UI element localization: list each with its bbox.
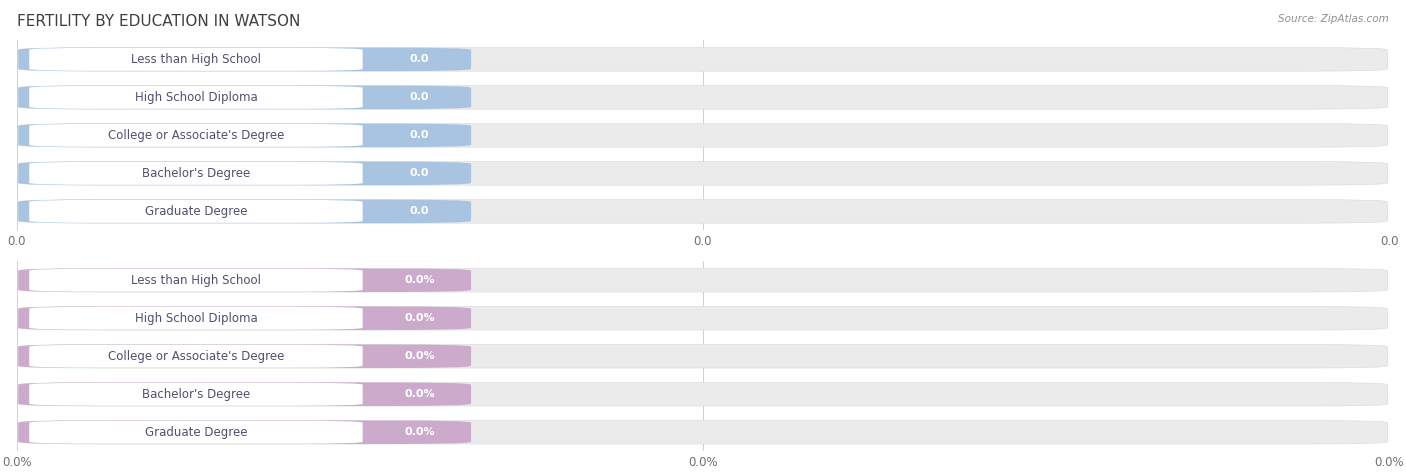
FancyBboxPatch shape <box>18 382 471 406</box>
FancyBboxPatch shape <box>18 306 471 330</box>
FancyBboxPatch shape <box>18 420 471 444</box>
FancyBboxPatch shape <box>18 162 471 185</box>
FancyBboxPatch shape <box>18 86 1388 109</box>
FancyBboxPatch shape <box>18 420 1388 444</box>
Text: College or Associate's Degree: College or Associate's Degree <box>108 129 284 142</box>
FancyBboxPatch shape <box>30 200 363 223</box>
FancyBboxPatch shape <box>18 344 1388 368</box>
Text: High School Diploma: High School Diploma <box>135 312 257 325</box>
Text: 0.0: 0.0 <box>411 54 429 65</box>
Text: 0.0: 0.0 <box>1379 235 1399 248</box>
FancyBboxPatch shape <box>18 48 471 71</box>
Text: Source: ZipAtlas.com: Source: ZipAtlas.com <box>1278 14 1389 24</box>
FancyBboxPatch shape <box>18 200 471 223</box>
FancyBboxPatch shape <box>30 421 363 444</box>
FancyBboxPatch shape <box>30 86 363 109</box>
FancyBboxPatch shape <box>18 86 471 109</box>
FancyBboxPatch shape <box>30 345 363 368</box>
Text: 0.0%: 0.0% <box>405 427 434 437</box>
FancyBboxPatch shape <box>18 268 1388 292</box>
FancyBboxPatch shape <box>30 162 363 185</box>
FancyBboxPatch shape <box>18 162 1388 185</box>
Text: 0.0%: 0.0% <box>1374 456 1405 469</box>
Text: FERTILITY BY EDUCATION IN WATSON: FERTILITY BY EDUCATION IN WATSON <box>17 14 301 29</box>
Text: 0.0%: 0.0% <box>405 351 434 361</box>
FancyBboxPatch shape <box>30 307 363 330</box>
FancyBboxPatch shape <box>18 124 1388 147</box>
Text: 0.0%: 0.0% <box>405 389 434 399</box>
Text: Graduate Degree: Graduate Degree <box>145 205 247 218</box>
Text: 0.0%: 0.0% <box>1 456 32 469</box>
Text: 0.0: 0.0 <box>411 130 429 141</box>
Text: 0.0: 0.0 <box>693 235 713 248</box>
Text: Less than High School: Less than High School <box>131 53 262 66</box>
FancyBboxPatch shape <box>30 269 363 292</box>
Text: High School Diploma: High School Diploma <box>135 91 257 104</box>
FancyBboxPatch shape <box>18 200 1388 223</box>
FancyBboxPatch shape <box>18 48 1388 71</box>
FancyBboxPatch shape <box>18 306 1388 330</box>
Text: 0.0%: 0.0% <box>688 456 718 469</box>
Text: Less than High School: Less than High School <box>131 274 262 287</box>
Text: 0.0: 0.0 <box>411 168 429 179</box>
FancyBboxPatch shape <box>30 383 363 406</box>
Text: 0.0%: 0.0% <box>405 313 434 323</box>
Text: Bachelor's Degree: Bachelor's Degree <box>142 388 250 401</box>
Text: College or Associate's Degree: College or Associate's Degree <box>108 350 284 363</box>
FancyBboxPatch shape <box>18 124 471 147</box>
FancyBboxPatch shape <box>18 382 1388 406</box>
Text: 0.0: 0.0 <box>7 235 27 248</box>
Text: Bachelor's Degree: Bachelor's Degree <box>142 167 250 180</box>
Text: 0.0: 0.0 <box>411 206 429 217</box>
FancyBboxPatch shape <box>18 344 471 368</box>
Text: 0.0: 0.0 <box>411 92 429 103</box>
FancyBboxPatch shape <box>18 268 471 292</box>
Text: Graduate Degree: Graduate Degree <box>145 426 247 439</box>
Text: 0.0%: 0.0% <box>405 275 434 285</box>
FancyBboxPatch shape <box>30 124 363 147</box>
FancyBboxPatch shape <box>30 48 363 71</box>
